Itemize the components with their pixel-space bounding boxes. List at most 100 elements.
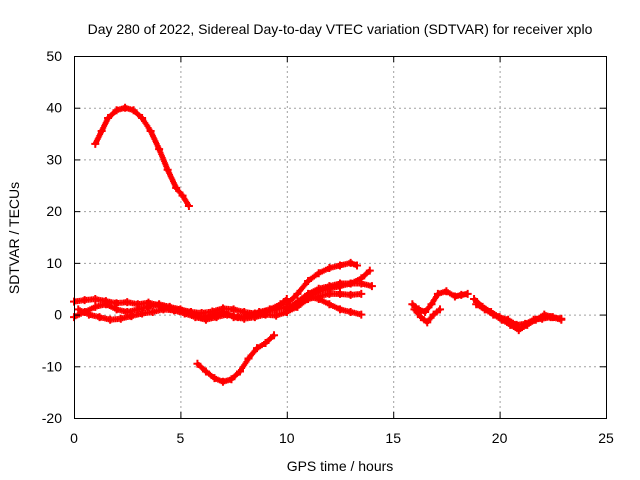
data-point (429, 310, 438, 319)
data-point (180, 309, 189, 318)
data-point (97, 126, 106, 135)
data-point (304, 292, 313, 301)
y-tick-label: 0 (54, 307, 62, 323)
data-point (346, 290, 355, 299)
data-point (121, 103, 130, 112)
data-point (314, 295, 323, 304)
data-point (497, 315, 506, 324)
data-point (336, 289, 344, 298)
data-point (433, 289, 442, 298)
chart-title: Day 280 of 2022, Sidereal Day-to-day VTE… (88, 21, 593, 37)
data-point (193, 359, 202, 368)
data-point (148, 307, 157, 316)
data-point (123, 298, 132, 307)
data-point (163, 165, 172, 174)
data-point (227, 375, 236, 384)
data-point (138, 114, 147, 123)
data-point (470, 295, 479, 304)
data-point (74, 305, 83, 314)
data-point (557, 314, 566, 323)
data-point (235, 367, 244, 376)
data-point (325, 264, 334, 273)
data-point (540, 310, 549, 319)
series-arc-high (91, 103, 193, 210)
data-point (463, 289, 472, 298)
data-point (84, 310, 93, 319)
data-point (104, 114, 113, 123)
data-point (129, 106, 138, 115)
x-tick-label: 5 (177, 430, 185, 446)
tick-labels: 0 5 10 15 20 25 -20 -10 0 10 20 30 40 50 (42, 48, 614, 446)
data-point (112, 305, 121, 314)
data-point (357, 289, 366, 298)
data-point (255, 307, 264, 316)
data-point (548, 313, 557, 322)
data-point (91, 139, 100, 148)
data-point (523, 320, 532, 329)
x-tick-label: 25 (598, 430, 614, 446)
data-point (357, 310, 366, 319)
y-tick-label: 30 (46, 151, 62, 167)
data-point (457, 290, 466, 299)
data-point (116, 314, 125, 323)
y-axis-label: SDTVAR / TECUs (6, 182, 22, 294)
data-point (210, 374, 219, 383)
x-tick-label: 20 (492, 430, 508, 446)
data-point (101, 300, 110, 309)
data-points (70, 103, 566, 386)
y-tick-label: -10 (42, 358, 62, 374)
data-point (293, 302, 302, 311)
data-point (442, 287, 451, 296)
data-point (265, 305, 274, 314)
data-point (450, 292, 459, 301)
series-rise-d (282, 289, 366, 316)
y-tick-label: 50 (46, 48, 62, 64)
data-point (80, 296, 89, 305)
data-point (325, 289, 334, 298)
data-point (357, 279, 366, 288)
data-point (218, 377, 227, 386)
data-point (244, 354, 253, 363)
data-point (172, 183, 181, 192)
series-fall-e (304, 292, 366, 319)
data-point (170, 306, 179, 315)
data-point (229, 305, 238, 314)
x-tick-label: 15 (385, 430, 401, 446)
y-tick-label: 10 (46, 255, 62, 271)
data-point (223, 310, 232, 319)
data-point (353, 261, 362, 270)
data-point (144, 302, 153, 311)
data-point (416, 313, 425, 322)
data-point (408, 300, 417, 309)
data-point (427, 300, 436, 309)
data-point (127, 312, 136, 321)
data-point (184, 201, 193, 210)
data-point (421, 307, 430, 316)
data-point (201, 367, 210, 376)
data-point (514, 326, 523, 335)
data-point (282, 307, 291, 316)
data-point (272, 311, 281, 320)
data-point (159, 305, 168, 314)
data-point (201, 315, 210, 324)
data-point (346, 279, 355, 288)
data-point (480, 305, 489, 314)
series-rise-a (282, 258, 362, 309)
y-tick-label: 20 (46, 203, 62, 219)
data-point (365, 266, 374, 275)
data-point (336, 261, 344, 270)
data-point (314, 269, 323, 278)
series-base-c (74, 295, 291, 324)
data-point (112, 106, 121, 115)
data-point (304, 276, 313, 285)
data-point (233, 313, 242, 322)
data-point (531, 315, 540, 324)
y-tick-label: -20 (42, 410, 62, 426)
series-pass-g-b (472, 300, 566, 335)
axis-ticks (74, 56, 607, 419)
data-point (91, 295, 100, 304)
data-point (293, 289, 302, 298)
data-point (155, 145, 164, 154)
data-point (325, 300, 334, 309)
